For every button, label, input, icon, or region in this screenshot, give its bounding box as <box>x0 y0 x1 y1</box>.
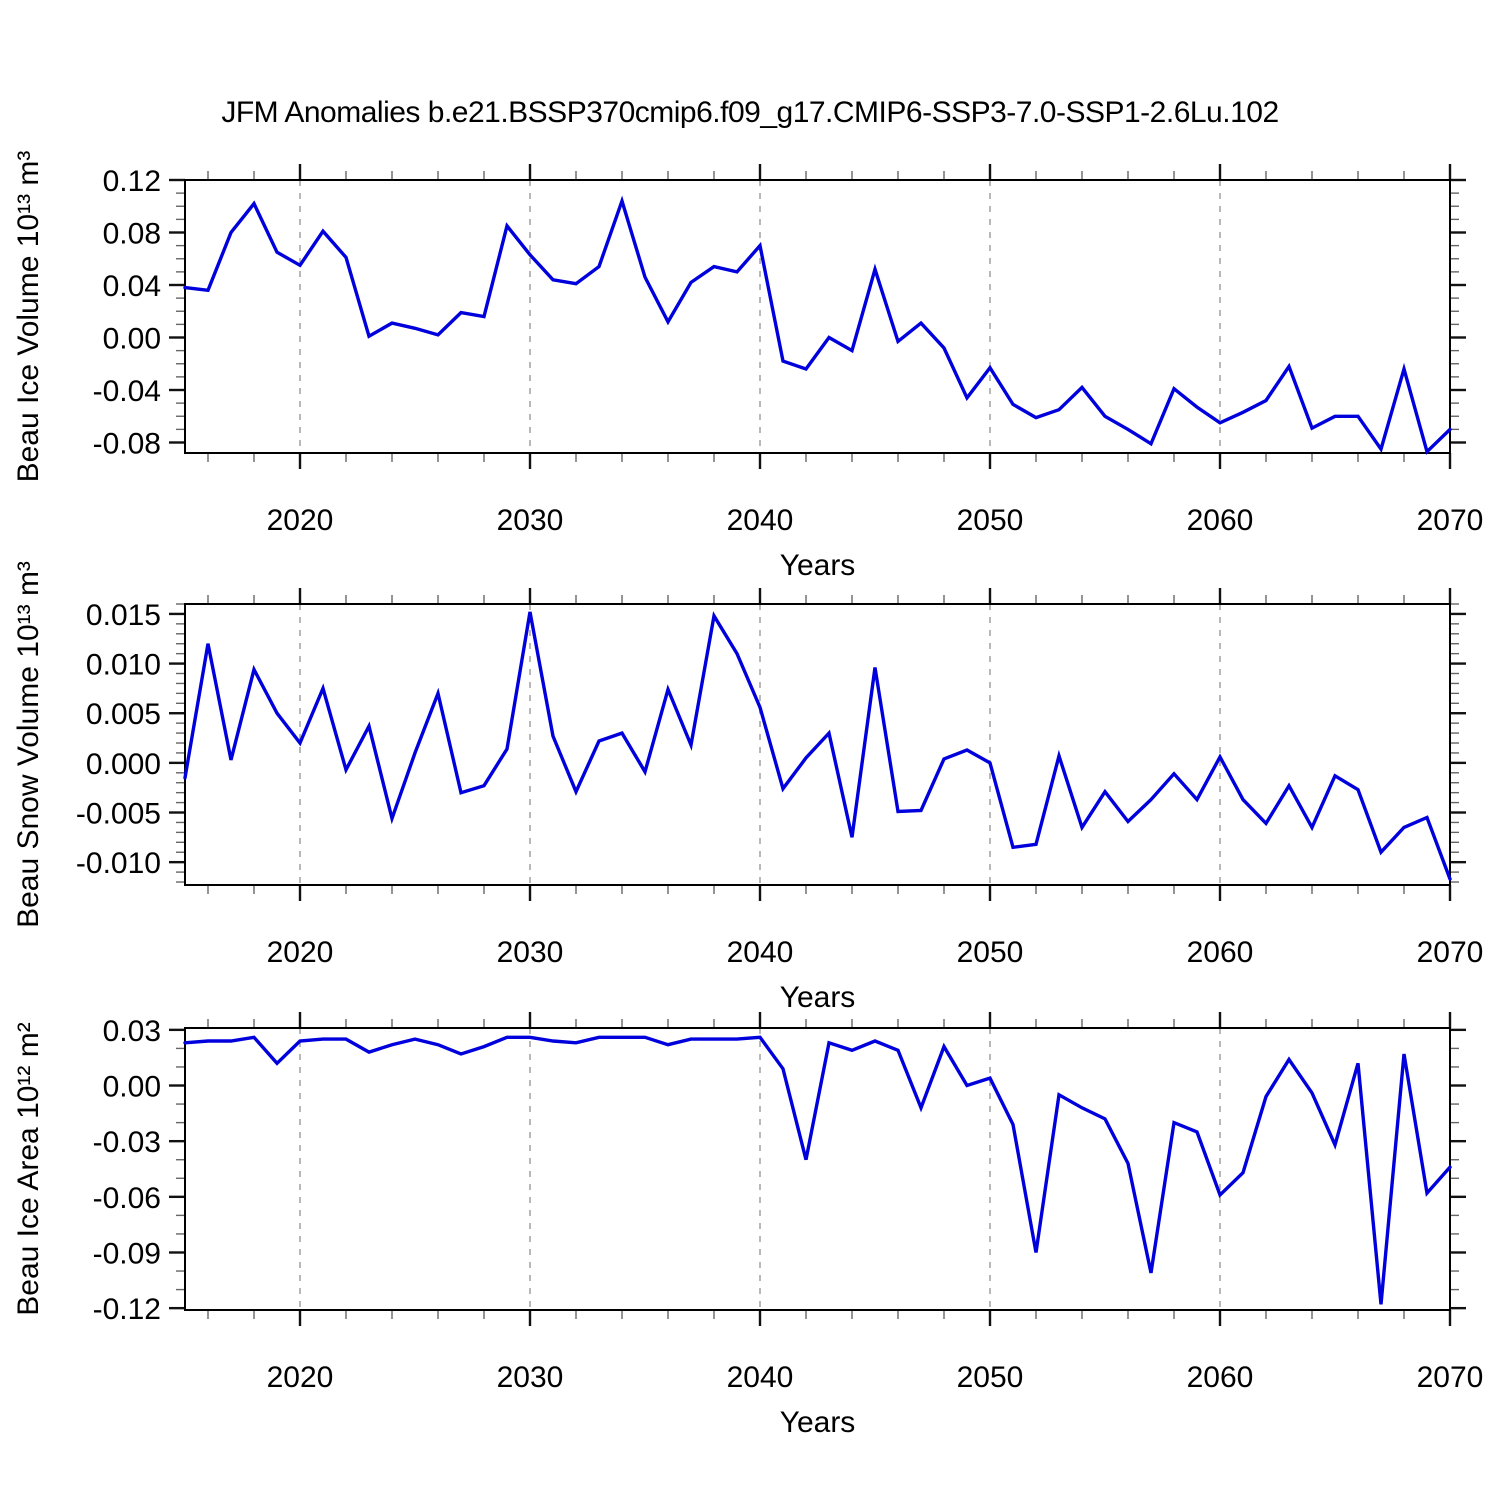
y-axis-label: Beau Ice Volume 10¹³ m³ <box>12 151 45 483</box>
data-line <box>183 611 1452 881</box>
y-tick-label: 0.12 <box>103 165 161 198</box>
y-tick-label: -0.12 <box>93 1293 161 1326</box>
data-line <box>183 195 1452 455</box>
x-tick-label: 2070 <box>1417 936 1484 969</box>
beau-snow-volume-panel: 2020 2030 2040 2050 2060 2070 0.015 0.010 0.005 0… <box>12 561 1483 1014</box>
x-tick-label: 2030 <box>497 1361 564 1394</box>
x-axis-label: Years <box>780 549 856 582</box>
x-tick-label: 2060 <box>1187 504 1254 537</box>
x-tick-label: 2040 <box>727 504 794 537</box>
x-tick-label: 2020 <box>267 1361 334 1394</box>
x-tick-label: 2060 <box>1187 936 1254 969</box>
y-tick-label: 0.00 <box>103 1071 161 1104</box>
plot-frame <box>184 1027 1451 1311</box>
y-tick-label: -0.06 <box>93 1182 161 1215</box>
x-tick-label: 2030 <box>497 504 564 537</box>
x-tick-label: 2020 <box>267 936 334 969</box>
plot-frame <box>184 603 1451 886</box>
x-tick-label: 2040 <box>727 1361 794 1394</box>
y-tick-label: 0.00 <box>103 323 161 356</box>
y-tick-label: -0.005 <box>76 798 161 831</box>
data-line <box>183 1035 1452 1305</box>
y-tick-label: -0.09 <box>93 1237 161 1270</box>
y-tick-label: 0.04 <box>103 270 161 303</box>
x-tick-label: 2070 <box>1417 504 1484 537</box>
y-tick-label: 0.08 <box>103 218 161 251</box>
y-tick-label: 0.010 <box>86 649 161 682</box>
y-tick-label: 0.000 <box>86 748 161 781</box>
x-tick-label: 2040 <box>727 936 794 969</box>
x-tick-label: 2050 <box>957 936 1024 969</box>
x-tick-label: 2050 <box>957 1361 1024 1394</box>
plot-frame <box>184 179 1451 454</box>
y-tick-label: 0.03 <box>103 1015 161 1048</box>
y-tick-label: -0.04 <box>93 375 161 408</box>
y-tick-label: -0.08 <box>93 428 161 461</box>
y-tick-label: 0.015 <box>86 599 161 632</box>
y-axis-label: Beau Ice Area 10¹² m² <box>12 1022 45 1315</box>
y-tick-label: -0.010 <box>76 847 161 880</box>
y-tick-label: 0.005 <box>86 698 161 731</box>
x-tick-label: 2050 <box>957 504 1024 537</box>
y-axis-label: Beau Snow Volume 10¹³ m³ <box>12 561 45 928</box>
y-tick-label: -0.03 <box>93 1126 161 1159</box>
x-tick-label: 2030 <box>497 936 564 969</box>
beau-ice-volume-panel: 2020 2030 2040 2050 2060 2070 0.12 0.08 0.04 0.00… <box>12 151 1483 582</box>
beau-ice-area-panel: 2020 2030 2040 2050 2060 2070 0.03 0.00 -0.03 -0.… <box>12 1012 1483 1439</box>
x-tick-label: 2020 <box>267 504 334 537</box>
x-tick-label: 2060 <box>1187 1361 1254 1394</box>
x-tick-label: 2070 <box>1417 1361 1484 1394</box>
figure-title: JFM Anomalies b.e21.BSSP370cmip6.f09_g17… <box>221 96 1278 129</box>
x-axis-label: Years <box>780 1406 856 1439</box>
x-axis-label: Years <box>780 981 856 1014</box>
